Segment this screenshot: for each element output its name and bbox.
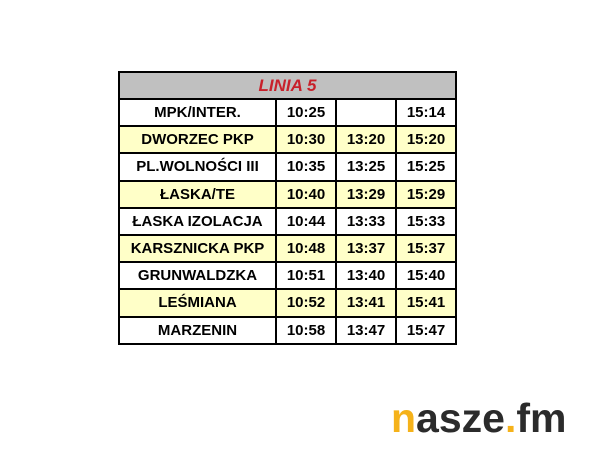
departure-time: 13:29 bbox=[335, 179, 397, 209]
departure-time bbox=[335, 97, 397, 128]
departure-time: 13:20 bbox=[335, 125, 397, 155]
table-row: ŁASKA IZOLACJA 10:44 13:33 15:33 bbox=[118, 206, 457, 236]
departure-time: 13:40 bbox=[335, 261, 397, 291]
departure-time: 13:47 bbox=[335, 315, 397, 345]
table-row: MARZENIN 10:58 13:47 15:47 bbox=[118, 315, 457, 345]
departure-time: 15:25 bbox=[395, 152, 457, 182]
table-row: ŁASKA/TE 10:40 13:29 15:29 bbox=[118, 179, 457, 209]
line-title: LINIA 5 bbox=[118, 71, 457, 100]
departure-time: 15:37 bbox=[395, 233, 457, 264]
table-row: KARSZNICKA PKP 10:48 13:37 15:37 bbox=[118, 233, 457, 264]
table-row: MPK/INTER. 10:25 15:14 bbox=[118, 97, 457, 128]
timetable: LINIA 5 MPK/INTER. 10:25 15:14 DWORZEC PKP 1… bbox=[118, 71, 457, 345]
departure-time: 15:41 bbox=[395, 288, 457, 318]
stop-name: PL.WOLNOŚCI III bbox=[118, 152, 277, 182]
departure-time: 10:35 bbox=[275, 152, 337, 182]
departure-time: 10:44 bbox=[275, 206, 337, 236]
departure-time: 10:48 bbox=[275, 233, 337, 264]
departure-time: 13:41 bbox=[335, 288, 397, 318]
departure-time: 13:25 bbox=[335, 152, 397, 182]
table-row: LEŚMIANA 10:52 13:41 15:41 bbox=[118, 288, 457, 318]
departure-time: 10:30 bbox=[275, 125, 337, 155]
stop-name: GRUNWALDZKA bbox=[118, 261, 277, 291]
stop-name: ŁASKA IZOLACJA bbox=[118, 206, 277, 236]
stop-name: DWORZEC PKP bbox=[118, 125, 277, 155]
table-row: PL.WOLNOŚCI III 10:35 13:25 15:25 bbox=[118, 152, 457, 182]
stop-name: ŁASKA/TE bbox=[118, 179, 277, 209]
departure-time: 15:29 bbox=[395, 179, 457, 209]
departure-time: 15:14 bbox=[395, 97, 457, 128]
departure-time: 10:25 bbox=[275, 97, 337, 128]
departure-time: 10:52 bbox=[275, 288, 337, 318]
departure-time: 10:40 bbox=[275, 179, 337, 209]
departure-time: 13:33 bbox=[335, 206, 397, 236]
departure-time: 15:47 bbox=[395, 315, 457, 345]
departure-time: 15:33 bbox=[395, 206, 457, 236]
departure-time: 10:58 bbox=[275, 315, 337, 345]
stop-name: KARSZNICKA PKP bbox=[118, 233, 277, 264]
table-row: GRUNWALDZKA 10:51 13:40 15:40 bbox=[118, 261, 457, 291]
table-row: DWORZEC PKP 10:30 13:20 15:20 bbox=[118, 125, 457, 155]
nasze-fm-logo: nasze.fm bbox=[391, 395, 567, 441]
stop-name: MPK/INTER. bbox=[118, 97, 277, 128]
stop-name: LEŚMIANA bbox=[118, 288, 277, 318]
stop-name: MARZENIN bbox=[118, 315, 277, 345]
departure-time: 10:51 bbox=[275, 261, 337, 291]
departure-time: 15:20 bbox=[395, 125, 457, 155]
departure-time: 15:40 bbox=[395, 261, 457, 291]
departure-time: 13:37 bbox=[335, 233, 397, 264]
